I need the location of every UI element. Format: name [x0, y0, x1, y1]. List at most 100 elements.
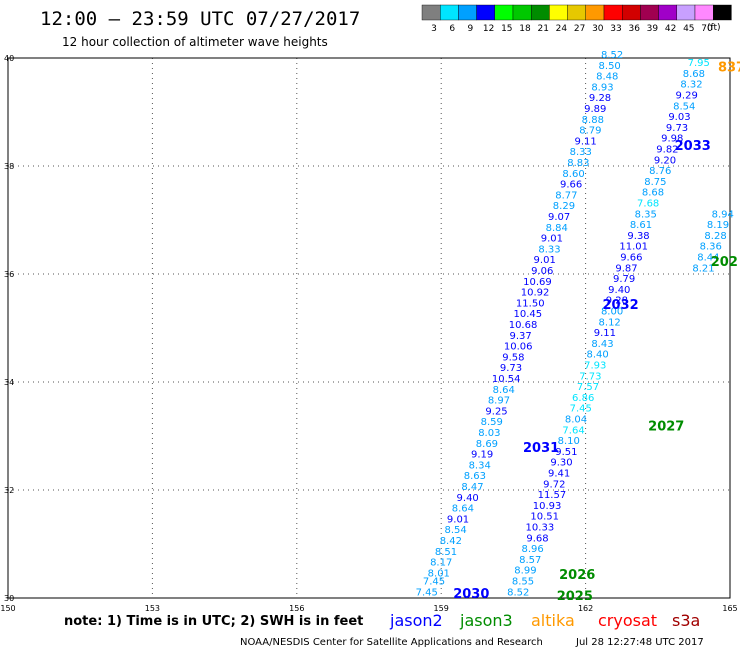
wave-height-value: 8.51 [435, 547, 457, 558]
wave-height-color-scale: 3 6 9 12 15 18 21 24 27 30 33 36 39 42 45 70 [421, 4, 732, 34]
wave-height-value: 7.45 [416, 587, 438, 598]
wave-height-value: 9.87 [615, 263, 637, 274]
wave-height-value: 7.45 [570, 404, 592, 415]
wave-height-value: 9.68 [526, 533, 548, 544]
wave-height-value: 8.55 [512, 577, 534, 588]
wave-height-value: 9.66 [620, 253, 642, 264]
wave-height-value: 8.94 [712, 209, 734, 220]
wave-height-value: 8.28 [704, 231, 726, 242]
wave-height-value: 9.82 [656, 145, 678, 156]
longitude-tick: 153 [145, 604, 160, 613]
map-frame [7, 57, 731, 599]
colorbar-label: 3 [431, 24, 437, 34]
colorbar-swatch [567, 4, 586, 21]
legend-jason3: jason3 [459, 611, 513, 630]
colorbar-swatch [603, 4, 623, 21]
wave-height-value: 8.42 [440, 536, 462, 547]
track-time-label: 202 [711, 255, 738, 270]
wave-height-value: 8.40 [587, 350, 609, 361]
colorbar-label: 21 [537, 24, 548, 34]
wave-height-value: 8.52 [601, 50, 623, 61]
wave-height-value: 10.93 [533, 501, 562, 512]
wave-height-value: 8.68 [683, 69, 705, 80]
colorbar-swatch [458, 4, 477, 21]
colorbar-swatch [622, 4, 641, 21]
wave-height-value: 8.63 [464, 471, 486, 482]
wave-height-value: 8.21 [692, 263, 714, 274]
wave-height-value: 10.33 [526, 523, 555, 534]
track-time-label: 837 [718, 61, 740, 76]
wave-height-value: 11.50 [516, 298, 545, 309]
wave-height-value: 9.37 [509, 331, 531, 342]
colorbar-swatch [531, 4, 550, 21]
wave-height-value: 8.77 [555, 190, 577, 201]
map-gridlines [8, 58, 730, 598]
colorbar-label: 33 [610, 24, 621, 34]
wave-height-value: 10.68 [509, 320, 538, 331]
colorbar-label: 45 [683, 24, 694, 34]
wave-height-value: 8.36 [700, 242, 722, 253]
wave-height-value: 8.50 [599, 61, 621, 72]
wave-height-value: 8.48 [596, 72, 618, 83]
wave-height-value: 9.01 [541, 234, 563, 245]
wave-height-value: 8.29 [553, 201, 575, 212]
wave-height-value: 8.99 [514, 566, 536, 577]
colorbar-label: 27 [574, 24, 585, 34]
wave-height-value: 7.68 [637, 199, 659, 210]
track-time-label: 2032 [602, 298, 638, 313]
wave-height-value: 9.06 [531, 266, 553, 277]
wave-height-value: 8.60 [562, 169, 584, 180]
wave-height-value: 8.54 [673, 101, 695, 112]
colorbar-swatch [658, 4, 677, 21]
wave-height-value: 10.69 [523, 277, 552, 288]
wave-height-value: 8.03 [478, 428, 500, 439]
colorbar-swatch [585, 4, 605, 21]
longitude-tick: 150 [0, 604, 15, 613]
colorbar-label: 30 [592, 24, 604, 34]
wave-height-value: 10.54 [492, 374, 521, 385]
wave-height-value: 8.19 [707, 220, 729, 231]
wave-height-value: 10.45 [514, 309, 543, 320]
wave-height-value: 8.00 [601, 307, 623, 318]
colorbar-swatch [421, 4, 441, 21]
wave-height-value: 8.83 [567, 158, 589, 169]
wave-height-value: 8.61 [630, 220, 652, 231]
wave-height-value: 8.76 [649, 166, 671, 177]
wave-height-value: 9.11 [574, 136, 596, 147]
legend-altika: altika [531, 611, 575, 630]
wave-height-value: 7.45 [423, 577, 445, 588]
wave-height-value: 8.93 [591, 82, 613, 93]
wave-height-value: 9.20 [654, 155, 676, 166]
wave-height-value: 9.40 [608, 285, 630, 296]
colorbar-unit: (ft) [707, 23, 721, 33]
wave-height-value: 8.84 [546, 223, 568, 234]
colorbar-swatch [440, 4, 459, 21]
wave-height-value: 8.52 [507, 587, 529, 598]
latitude-tick: 30 [4, 594, 14, 603]
colorbar-swatch [512, 4, 532, 21]
wave-height-value: 7.95 [688, 58, 710, 69]
wave-height-value: 8.33 [570, 147, 592, 158]
colorbar-label: 9 [468, 24, 474, 34]
wave-height-value: 8.59 [481, 417, 503, 428]
wave-height-value: 8.32 [680, 80, 702, 91]
footer-timestamp: Jul 28 12:27:48 UTC 2017 [575, 637, 704, 648]
wave-height-value: 11.57 [538, 490, 567, 501]
colorbar-swatch [476, 4, 496, 21]
wave-height-value: 9.01 [447, 514, 469, 525]
wave-height-value: 9.28 [589, 93, 611, 104]
page-subtitle: 12 hour collection of altimeter wave hei… [62, 35, 328, 49]
wave-height-value: 8.68 [642, 188, 664, 199]
wave-height-value: 9.01 [534, 255, 556, 266]
wave-height-value: 9.30 [550, 458, 572, 469]
wave-height-value: 9.73 [500, 363, 522, 374]
colorbar-swatch [713, 4, 732, 21]
wave-height-value: 10.51 [530, 512, 559, 523]
wave-height-value: 9.19 [471, 450, 493, 461]
track-time-label: 2031 [523, 441, 559, 456]
wave-height-value: 10.06 [504, 342, 533, 353]
latitude-tick-labels: 30 32 34 36 38 40 [4, 54, 14, 603]
track-time-label: 2025 [557, 590, 593, 605]
wave-height-value: 8.97 [488, 396, 510, 407]
